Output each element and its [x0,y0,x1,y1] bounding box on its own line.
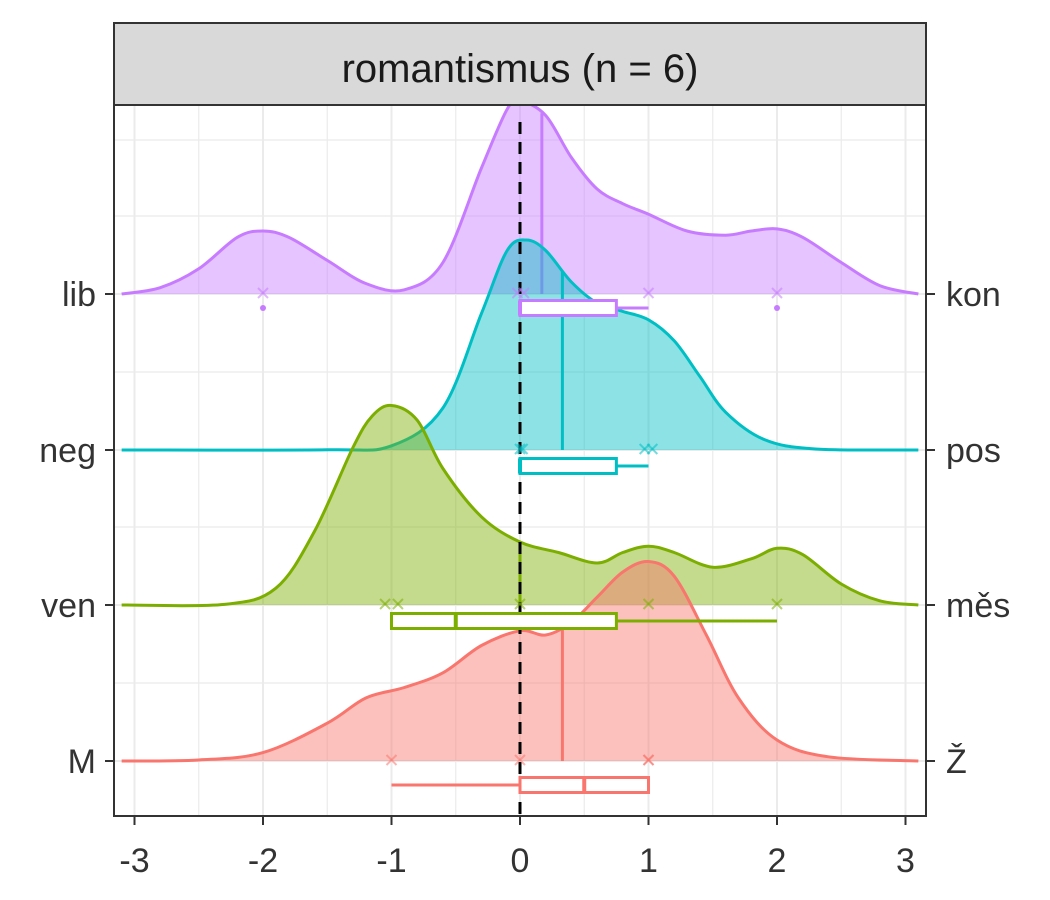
density-line-neg [121,238,919,452]
box-outlier [774,305,780,311]
box-iqr [518,299,618,317]
facet-strip [113,22,927,106]
x-tick-label: 3 [896,842,915,880]
data-point-stroke [642,598,655,610]
y-label-right-měs: měs [946,587,1010,625]
data-point-M [514,754,526,766]
y-label-right-Ž: Ž [946,743,967,781]
data-point-ven [514,598,526,610]
density-fill-ven [121,405,919,606]
data-point-ven [379,598,391,610]
data-point-stroke [514,754,526,766]
data-point-ven [771,598,783,610]
data-point-stroke [518,287,530,299]
density-fill-M [121,561,919,761]
x-tick-label: -2 [248,842,278,880]
data-point-stroke [392,598,404,610]
data-point-stroke [385,754,398,766]
x-tick-label: 1 [639,842,658,880]
x-tick-label: 2 [768,842,787,880]
density-line-ven [121,403,919,608]
data-point-M [642,754,655,766]
box-outlier [260,305,266,311]
data-point-neg [646,443,659,455]
data-points [257,287,783,766]
box-iqr [390,612,618,630]
data-point-lib [518,287,530,299]
data-point-neg [514,443,526,455]
data-point-stroke [646,443,659,455]
data-point-lib [642,287,655,299]
data-point-stroke [514,443,526,455]
data-point-stroke [514,598,526,610]
density-fill-lib [121,100,919,295]
data-point-stroke [771,598,783,610]
y-label-right-pos: pos [946,432,1001,470]
data-point-lib [771,287,783,299]
x-tick-label: 0 [511,842,530,880]
y-label-left-lib: lib [62,276,96,314]
x-tick-label: -1 [376,842,406,880]
facet-title: romantismus (n = 6) [342,47,699,91]
data-point-lib [257,287,269,299]
data-point-M [385,754,398,766]
data-point-stroke [642,287,655,299]
data-point-stroke [516,443,529,455]
data-point-ven [392,598,404,610]
y-label-left-M: M [68,743,96,781]
data-point-stroke [642,754,655,766]
data-point-stroke [257,287,269,299]
box-iqr [518,457,618,475]
data-point-stroke [379,598,391,610]
y-label-left-neg: neg [39,432,96,470]
data-point-ven [642,598,655,610]
x-tick-label: -3 [119,842,149,880]
y-label-left-ven: ven [41,587,96,625]
data-point-stroke [771,287,783,299]
data-point-neg [516,443,529,455]
y-label-right-kon: kon [946,276,1001,314]
boxplots [260,299,780,794]
